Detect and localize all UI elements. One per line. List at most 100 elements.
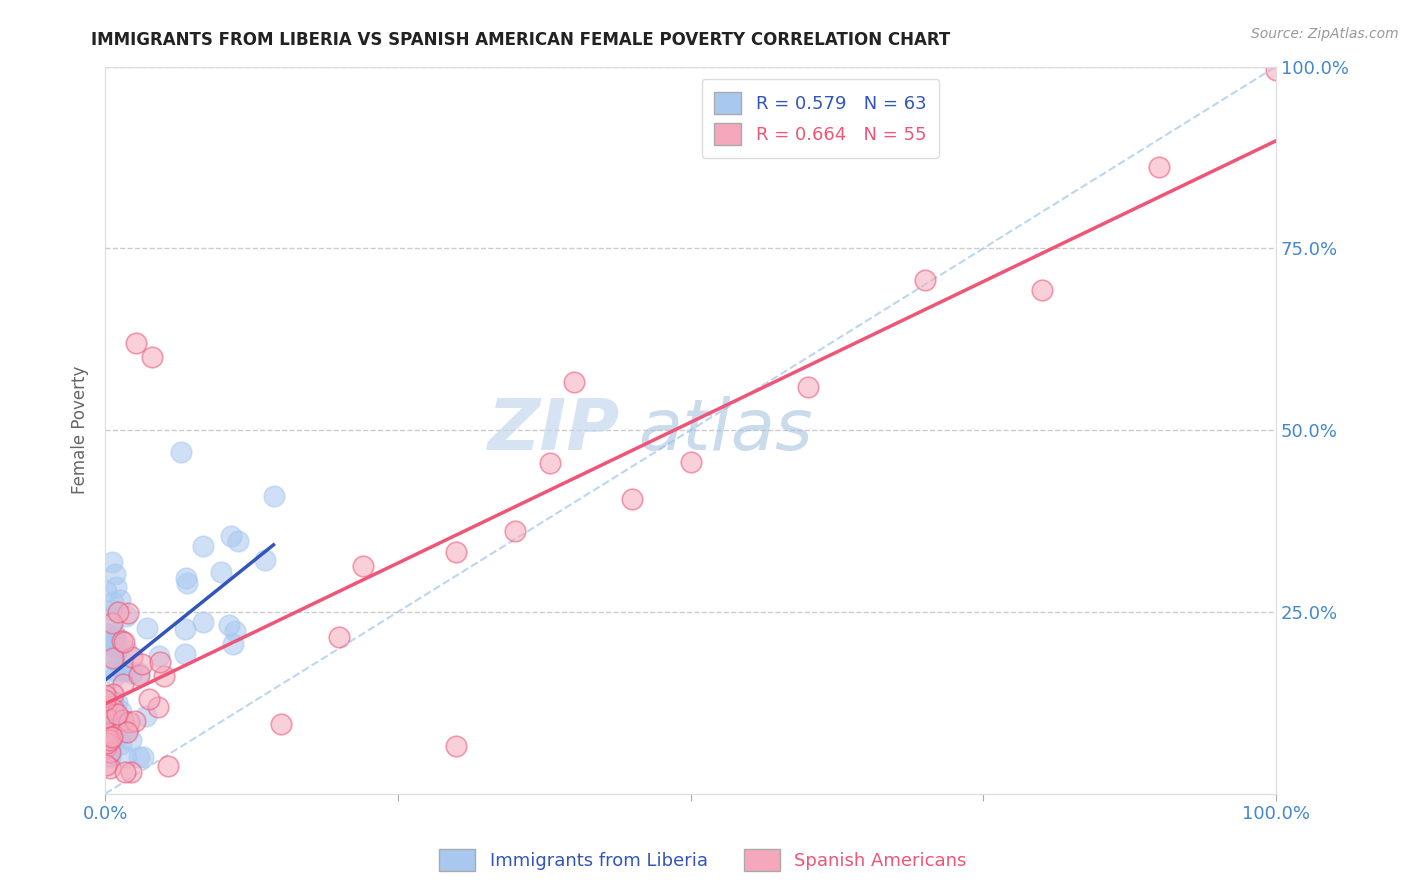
Point	[110, 704, 132, 718]
Legend: Immigrants from Liberia, Spanish Americans: Immigrants from Liberia, Spanish America…	[432, 842, 974, 879]
Text: Source: ZipAtlas.com: Source: ZipAtlas.com	[1251, 27, 1399, 41]
Point	[96, 705, 118, 719]
Point	[97, 632, 120, 646]
Point	[157, 759, 180, 773]
Point	[124, 714, 146, 729]
Point	[98, 750, 121, 764]
Point	[254, 553, 277, 567]
Point	[153, 669, 176, 683]
Point	[1147, 160, 1170, 174]
Point	[135, 708, 157, 723]
Point	[100, 603, 122, 617]
Point	[98, 761, 121, 775]
Point	[94, 740, 117, 755]
Point	[96, 699, 118, 714]
Point	[100, 637, 122, 651]
Point	[121, 650, 143, 665]
Point	[146, 699, 169, 714]
Point	[115, 725, 138, 739]
Point	[103, 687, 125, 701]
Point	[98, 732, 121, 747]
Point	[94, 583, 117, 598]
Point	[131, 657, 153, 672]
Point	[191, 539, 214, 553]
Point	[128, 750, 150, 764]
Point	[128, 668, 150, 682]
Point	[96, 690, 118, 704]
Point	[148, 648, 170, 663]
Point	[224, 624, 246, 638]
Point	[446, 739, 468, 754]
Point	[94, 758, 117, 772]
Point	[1031, 283, 1053, 297]
Point	[101, 650, 124, 665]
Point	[100, 647, 122, 661]
Point	[105, 695, 128, 709]
Point	[176, 576, 198, 591]
Point	[111, 713, 134, 727]
Point	[103, 664, 125, 678]
Point	[98, 726, 121, 740]
Point	[1265, 63, 1288, 78]
Point	[101, 616, 124, 631]
Point	[112, 635, 135, 649]
Point	[96, 626, 118, 640]
Point	[98, 738, 121, 752]
Point	[114, 764, 136, 779]
Point	[94, 692, 117, 706]
Point	[796, 380, 818, 394]
Point	[136, 621, 159, 635]
Point	[128, 665, 150, 680]
Point	[105, 707, 128, 722]
Point	[104, 654, 127, 668]
Point	[914, 273, 936, 287]
Point	[114, 608, 136, 623]
Point	[222, 637, 245, 651]
Point	[141, 351, 163, 365]
Point	[174, 571, 197, 585]
Text: IMMIGRANTS FROM LIBERIA VS SPANISH AMERICAN FEMALE POVERTY CORRELATION CHART: IMMIGRANTS FROM LIBERIA VS SPANISH AMERI…	[91, 31, 950, 49]
Text: ZIP: ZIP	[488, 396, 620, 465]
Point	[120, 764, 142, 779]
Point	[103, 595, 125, 609]
Point	[503, 524, 526, 538]
Legend: R = 0.579   N = 63, R = 0.664   N = 55: R = 0.579 N = 63, R = 0.664 N = 55	[702, 79, 939, 158]
Point	[101, 720, 124, 734]
Point	[191, 615, 214, 629]
Point	[117, 607, 139, 621]
Point	[107, 606, 129, 620]
Point	[228, 534, 250, 549]
Point	[112, 664, 135, 678]
Point	[132, 750, 155, 764]
Point	[104, 668, 127, 682]
Point	[100, 745, 122, 759]
Point	[105, 730, 128, 744]
Y-axis label: Female Poverty: Female Poverty	[72, 366, 89, 494]
Point	[138, 692, 160, 706]
Point	[114, 664, 136, 678]
Point	[621, 491, 644, 506]
Point	[107, 642, 129, 657]
Point	[118, 714, 141, 729]
Point	[446, 544, 468, 558]
Point	[125, 335, 148, 350]
Point	[100, 730, 122, 744]
Point	[174, 647, 197, 661]
Point	[100, 709, 122, 723]
Point	[104, 580, 127, 594]
Point	[263, 489, 285, 503]
Point	[94, 688, 117, 702]
Point	[105, 629, 128, 643]
Point	[103, 640, 125, 654]
Point	[538, 456, 561, 470]
Point	[328, 630, 350, 644]
Point	[562, 376, 585, 390]
Point	[98, 749, 121, 764]
Point	[120, 733, 142, 747]
Point	[103, 697, 125, 711]
Point	[219, 529, 242, 543]
Text: atlas: atlas	[638, 396, 813, 465]
Point	[121, 665, 143, 680]
Point	[110, 737, 132, 751]
Point	[96, 636, 118, 650]
